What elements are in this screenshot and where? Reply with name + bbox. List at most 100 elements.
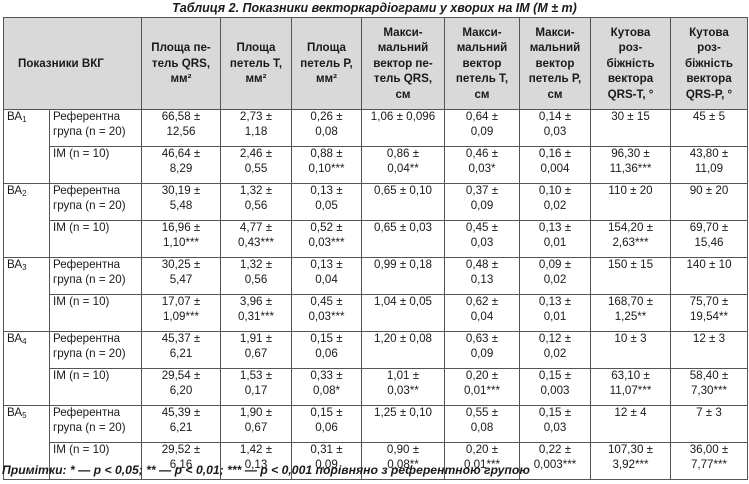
header-indicators: Показники ВКГ (3, 17, 142, 110)
header-p-area: Площа петель P, мм² (291, 17, 362, 110)
reference-group-label: Референтна група (n = 20) (49, 109, 142, 147)
im-group-label: ІМ (n = 10) (49, 220, 142, 258)
ba-group-label: ВА1 (3, 109, 50, 184)
table-caption: Таблиця 2. Показники векторкардіограми у… (172, 1, 577, 15)
ba-group-index: 5 (22, 411, 27, 420)
header-qrs-vector: Макси- мальний вектор пе- тель QRS, см (361, 17, 445, 110)
cell-p-vector: 0,10 ± 0,02 (519, 183, 591, 221)
cell-qrs-vector: 0,99 ± 0,18 (361, 257, 445, 295)
table-body: ВА1 Референтна група (n = 20) 66,58 ± 12,5… (3, 109, 748, 480)
cell-t-area: 1,90 ± 0,67 (220, 405, 292, 443)
cell-qrs-area: 17,07 ± 1,09*** (141, 294, 221, 332)
cell-qrs-t-angle: 30 ± 15 (590, 109, 671, 147)
cell-qrs-area: 30,25 ± 5,47 (141, 257, 221, 295)
cell-p-area: 0,52 ± 0,03*** (291, 220, 362, 258)
cell-qrs-vector: 1,04 ± 0,05 (361, 294, 445, 332)
cell-qrs-p-angle: 43,80 ± 11,09 (670, 146, 748, 184)
cell-qrs-vector: 0,65 ± 0,03 (361, 220, 445, 258)
cell-p-area: 0,13 ± 0,05 (291, 183, 362, 221)
cell-p-area: 0,13 ± 0,04 (291, 257, 362, 295)
cell-qrs-vector: 1,01 ± 0,03** (361, 368, 445, 406)
cell-t-vector: 0,20 ± 0,01*** (444, 368, 520, 406)
cell-p-area: 0,15 ± 0,06 (291, 331, 362, 369)
cell-p-area: 0,31 ± 0,09 (291, 442, 362, 480)
cell-p-vector: 0,15 ± 0,03 (519, 405, 591, 443)
ba-group-name: ВА (7, 184, 23, 198)
cell-p-vector: 0,22 ± 0,003*** (519, 442, 591, 480)
cell-qrs-p-angle: 45 ± 5 (670, 109, 748, 147)
ba-group-name: ВА (7, 332, 23, 346)
cell-qrs-p-angle: 58,40 ± 7,30*** (670, 368, 748, 406)
table-footnote: Примітки: * — р < 0,05; ** — р < 0,01; *… (2, 463, 530, 477)
cell-p-area: 0,26 ± 0,08 (291, 109, 362, 147)
cell-qrs-vector: 0,65 ± 0,10 (361, 183, 445, 221)
cell-qrs-t-angle: 168,70 ± 1,25** (590, 294, 671, 332)
cell-qrs-t-angle: 10 ± 3 (590, 331, 671, 369)
header-t-vector: Макси- мальний вектор петель T, см (444, 17, 520, 110)
cell-t-vector: 0,62 ± 0,04 (444, 294, 520, 332)
table-header: Показники ВКГ Площа пе- тель QRS, мм² Пл… (3, 17, 748, 110)
cell-t-vector: 0,63 ± 0,09 (444, 331, 520, 369)
ba-group-label: ВА2 (3, 183, 50, 258)
cell-qrs-t-angle: 150 ± 15 (590, 257, 671, 295)
header-p-vector: Макси- мальний вектор петель P, см (519, 17, 591, 110)
ba-group-index: 3 (22, 263, 27, 272)
im-group-label: ІМ (n = 10) (49, 146, 142, 184)
cell-qrs-t-angle: 154,20 ± 2,63*** (590, 220, 671, 258)
cell-p-area: 0,88 ± 0,10*** (291, 146, 362, 184)
reference-group-label: Референтна група (n = 20) (49, 183, 142, 221)
im-group-label: ІМ (n = 10) (49, 294, 142, 332)
vkg-table: Показники ВКГ Площа пе- тель QRS, мм² Пл… (3, 17, 748, 480)
cell-t-area: 3,96 ± 0,31*** (220, 294, 292, 332)
header-qrs-area: Площа пе- тель QRS, мм² (141, 17, 221, 110)
cell-p-area: 0,15 ± 0,06 (291, 405, 362, 443)
cell-p-vector: 0,12 ± 0,02 (519, 331, 591, 369)
cell-qrs-p-angle: 140 ± 10 (670, 257, 748, 295)
table-row: ВА2 Референтна група (n = 20) 30,19 ± 5,48… (3, 183, 748, 258)
header-t-area: Площа петель T, мм² (220, 17, 292, 110)
cell-p-vector: 0,13 ± 0,01 (519, 294, 591, 332)
header-qrs-t-angle: Кутова роз- біжність вектора QRS-T, ° (590, 17, 671, 110)
cell-qrs-area: 46,64 ± 8,29 (141, 146, 221, 184)
cell-qrs-vector: 0,90 ± 0,08** (361, 442, 445, 480)
cell-t-vector: 0,64 ± 0,09 (444, 109, 520, 147)
table-row: ІМ (n = 10) 16,96 ± 1,10*** 4,77 ± 0,43***… (4, 220, 748, 258)
ba-group-index: 1 (22, 115, 27, 124)
cell-qrs-area: 29,54 ± 6,20 (141, 368, 221, 406)
cell-qrs-t-angle: 110 ± 20 (590, 183, 671, 221)
table-row: ІМ (n = 10) 17,07 ± 1,09*** 3,96 ± 0,31***… (4, 294, 748, 332)
reference-group-label: Референтна група (n = 20) (49, 257, 142, 295)
cell-qrs-t-angle: 12 ± 4 (590, 405, 671, 443)
cell-qrs-p-angle: 69,70 ± 15,46 (670, 220, 748, 258)
cell-qrs-vector: 1,25 ± 0,10 (361, 405, 445, 443)
cell-p-area: 0,33 ± 0,08* (291, 368, 362, 406)
cell-qrs-area: 66,58 ± 12,56 (141, 109, 221, 147)
cell-qrs-area: 29,52 ± 6,16 (141, 442, 221, 480)
cell-t-area: 1,53 ± 0,17 (220, 368, 292, 406)
cell-t-vector: 0,48 ± 0,13 (444, 257, 520, 295)
ba-group-label: ВА3 (3, 257, 50, 332)
cell-t-vector: 0,55 ± 0,08 (444, 405, 520, 443)
cell-t-area: 1,42 ± 0,13 (220, 442, 292, 480)
ba-group-label: ВА4 (3, 331, 50, 406)
ba-group-index: 4 (22, 337, 27, 346)
cell-qrs-t-angle: 63,10 ± 11,07*** (590, 368, 671, 406)
cell-p-area: 0,45 ± 0,03*** (291, 294, 362, 332)
ba-group-index: 2 (22, 189, 27, 198)
cell-qrs-area: 30,19 ± 5,48 (141, 183, 221, 221)
im-group-label: ІМ (n = 10) (49, 368, 142, 406)
reference-group-label: Референтна група (n = 20) (49, 405, 142, 443)
cell-t-vector: 0,20 ± 0,01*** (444, 442, 520, 480)
cell-qrs-area: 45,39 ± 6,21 (141, 405, 221, 443)
reference-group-label: Референтна група (n = 20) (49, 331, 142, 369)
table-row: ІМ (n = 10) 29,52 ± 6,16 1,42 ± 0,13 0,31 ±… (4, 442, 748, 480)
cell-qrs-t-angle: 107,30 ± 3,92*** (590, 442, 671, 480)
cell-qrs-area: 45,37 ± 6,21 (141, 331, 221, 369)
table-row: ВА5 Референтна група (n = 20) 45,39 ± 6,21… (3, 405, 748, 480)
cell-qrs-p-angle: 36,00 ± 7,77*** (670, 442, 748, 480)
cell-qrs-vector: 0,86 ± 0,04** (361, 146, 445, 184)
ba-group-name: ВА (7, 258, 23, 272)
cell-p-vector: 0,15 ± 0,003 (519, 368, 591, 406)
cell-t-area: 1,32 ± 0,56 (220, 257, 292, 295)
cell-qrs-area: 16,96 ± 1,10*** (141, 220, 221, 258)
